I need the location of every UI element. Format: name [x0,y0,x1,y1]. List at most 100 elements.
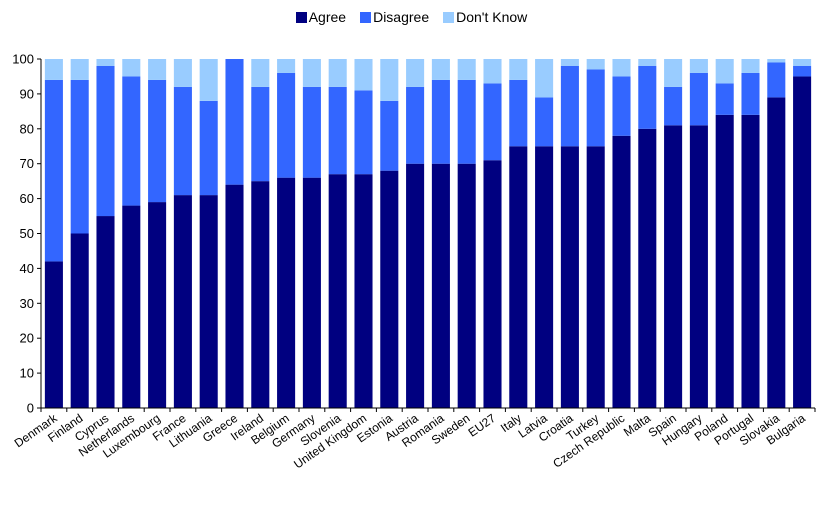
bar-agree-slovakia [767,97,786,408]
bar-disagree-sweden [457,79,476,164]
bar-agree-germany [302,177,321,408]
bar-disagree-luxembourg [148,79,167,203]
bar-don-t-know-spain [664,59,683,87]
bar-agree-denmark [44,261,63,408]
y-tick-label: 100 [12,52,34,67]
bar-agree-slovenia [328,174,347,408]
legend-swatch [360,11,372,23]
bar-don-t-know-malta [638,59,657,66]
y-tick-label: 20 [20,331,34,346]
bar-don-t-know-lithuania [199,59,218,101]
bar-disagree-slovakia [767,62,786,98]
bar-disagree-lithuania [199,100,218,196]
bar-agree-malta [638,128,657,409]
bar-disagree-italy [509,79,528,147]
bar-disagree-romania [431,79,450,164]
bar-agree-estonia [380,170,399,408]
bar-agree-turkey [586,146,605,408]
bar-disagree-croatia [560,65,579,147]
bar-don-t-know-sweden [457,59,476,80]
bar-agree-hungary [689,125,708,408]
bar-agree-netherlands [122,205,141,408]
bar-don-t-know-france [173,59,192,87]
bar-disagree-eu27 [483,83,502,161]
bar-agree-cyprus [96,216,115,408]
bar-agree-greece [225,184,244,408]
bar-disagree-spain [664,86,683,126]
bar-don-t-know-austria [406,59,425,87]
bar-disagree-finland [70,79,89,234]
y-tick-label: 50 [20,226,34,241]
legend-label: Disagree [373,9,430,25]
bar-don-t-know-latvia [535,59,554,98]
bar-agree-lithuania [199,195,218,408]
bar-disagree-cyprus [96,65,115,217]
legend: Agree Disagree Don't Know [0,9,823,25]
bar-disagree-slovenia [328,86,347,175]
bar-don-t-know-belgium [277,59,296,73]
bar-disagree-netherlands [122,76,141,206]
bar-disagree-poland [715,83,734,115]
bar-don-t-know-eu27 [483,59,502,84]
y-tick-label: 80 [20,121,34,136]
bar-don-t-know-hungary [689,59,708,73]
legend-label: Don't Know [456,9,528,25]
bar-don-t-know-finland [70,59,89,80]
bar-don-t-know-croatia [560,59,579,66]
bar-agree-sweden [457,163,476,408]
legend-swatch [443,11,455,23]
bar-agree-austria [406,163,425,408]
bar-don-t-know-estonia [380,59,399,101]
bar-don-t-know-slovenia [328,59,347,87]
bar-don-t-know-slovakia [767,59,786,63]
bar-disagree-greece [225,59,244,185]
legend-item: Don't Know [443,9,527,25]
bar-agree-portugal [741,114,760,408]
bar-disagree-france [173,86,192,196]
legend-item: Agree [295,9,347,25]
bar-don-t-know-ireland [251,59,270,87]
bar-disagree-austria [406,86,425,164]
bar-don-t-know-united-kingdom [354,59,373,91]
y-tick-label: 70 [20,156,34,171]
bar-agree-latvia [535,146,554,408]
bar-don-t-know-luxembourg [148,59,167,80]
x-tick-label: EU27 [466,411,499,440]
bar-don-t-know-denmark [44,59,63,80]
bar-disagree-turkey [586,69,605,147]
bar-disagree-czech-republic [612,76,631,136]
bar-don-t-know-bulgaria [793,59,812,66]
bar-disagree-germany [302,86,321,178]
y-tick-label: 10 [20,366,34,381]
x-tick-label: Malta [621,411,653,439]
bar-agree-italy [509,146,528,408]
bar-agree-romania [431,163,450,408]
bar-disagree-denmark [44,79,63,262]
bar-disagree-united-kingdom [354,90,373,175]
bar-agree-bulgaria [793,76,812,408]
bar-don-t-know-romania [431,59,450,80]
legend-swatch [295,11,307,23]
bar-don-t-know-poland [715,59,734,84]
bar-disagree-malta [638,65,657,129]
y-tick-label: 30 [20,296,34,311]
bar-agree-eu27 [483,160,502,408]
bar-disagree-ireland [251,86,270,182]
bar-agree-luxembourg [148,202,167,408]
y-tick-label: 90 [20,86,34,101]
legend-label: Agree [308,9,347,25]
bar-don-t-know-cyprus [96,59,115,66]
bar-don-t-know-germany [302,59,321,87]
bar-disagree-bulgaria [793,65,812,77]
bar-disagree-hungary [689,72,708,126]
bar-disagree-latvia [535,97,554,147]
bar-agree-spain [664,125,683,408]
bar-agree-ireland [251,181,270,408]
bar-agree-united-kingdom [354,174,373,408]
bar-agree-belgium [277,177,296,408]
bar-disagree-portugal [741,72,760,115]
bar-agree-czech-republic [612,135,631,408]
bar-agree-finland [70,233,89,408]
